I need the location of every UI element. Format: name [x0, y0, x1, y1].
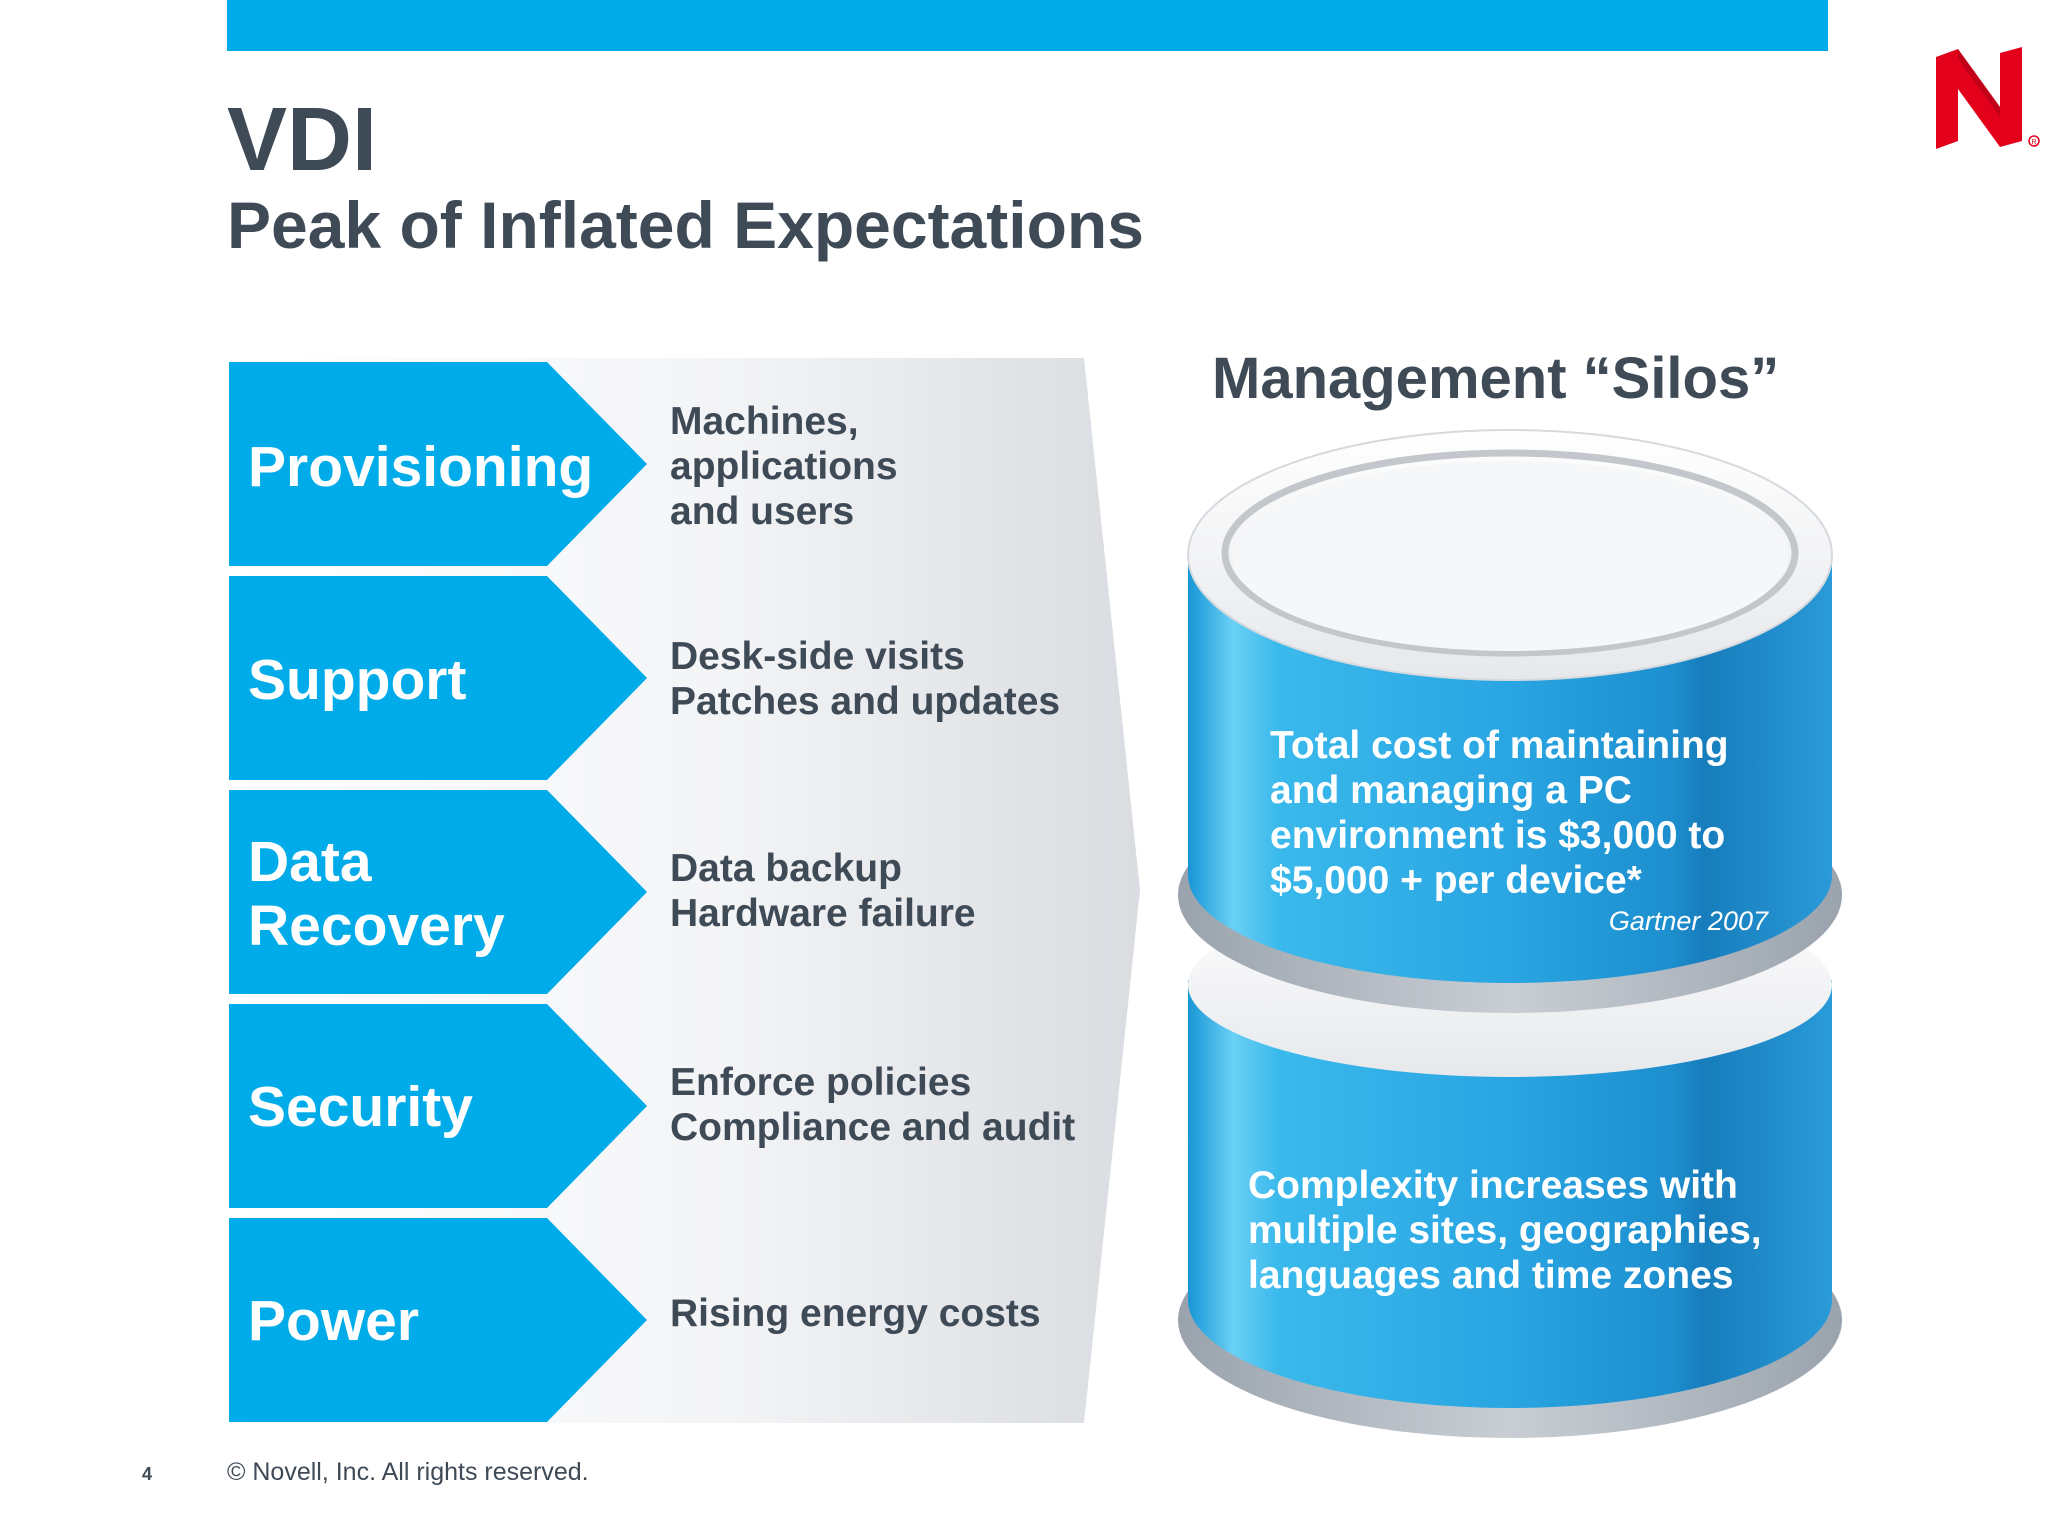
row-label-provisioning: Provisioning	[248, 435, 594, 499]
row-label-security: Security	[248, 1075, 473, 1139]
row-desc-provisioning: Machines, applications and users	[670, 400, 898, 533]
row-desc-data-recovery: Data backup Hardware failure	[670, 847, 976, 935]
novell-logo-icon: R	[1936, 47, 2040, 149]
silos-bottom-text: Complexity increases with multiple sites…	[1248, 1164, 1762, 1297]
row-label-support: Support	[248, 648, 467, 712]
category-chevron-band	[229, 358, 1140, 1423]
top-accent-bar	[227, 0, 1828, 51]
row-desc-security: Enforce policies Compliance and audit	[670, 1061, 1076, 1149]
silos-top-text: Total cost of maintaining and managing a…	[1270, 724, 1729, 902]
silos-cylinder-stack	[1178, 429, 1842, 1438]
copyright-notice: © Novell, Inc. All rights reserved.	[227, 1458, 589, 1486]
slide-title: VDI	[227, 90, 378, 190]
silos-source-citation: Gartner 2007	[1608, 906, 1768, 936]
row-label-data-recovery: Data Recovery	[248, 830, 505, 958]
row-label-power: Power	[248, 1289, 420, 1353]
row-desc-support: Desk-side visits Patches and updates	[670, 635, 1061, 723]
slide-subtitle: Peak of Inflated Expectations	[227, 188, 1144, 262]
row-desc-power: Rising energy costs	[670, 1292, 1041, 1335]
page-number: 4	[142, 1464, 153, 1484]
silos-heading: Management “Silos”	[1212, 346, 1780, 411]
svg-text:R: R	[2031, 139, 2036, 146]
